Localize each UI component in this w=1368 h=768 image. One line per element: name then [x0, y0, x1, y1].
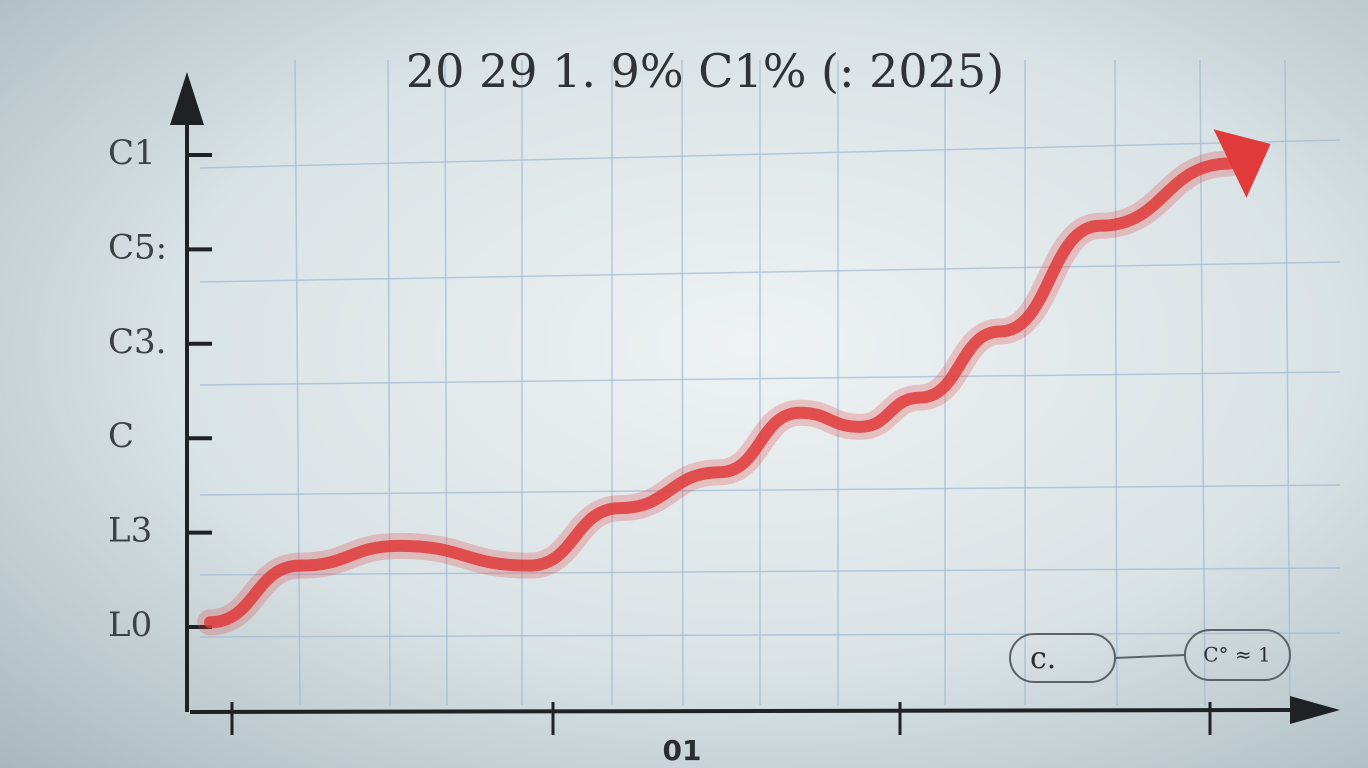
legend-box — [1184, 629, 1291, 681]
y-tick-label: C — [108, 416, 134, 456]
grid-line — [199, 632, 1341, 638]
y-tick-label: L3 — [108, 511, 152, 551]
x-axis-arrow — [1290, 696, 1340, 724]
grid-line — [199, 484, 1341, 496]
chart-title: 20 29 1. 9% C1% (: 2025) — [406, 44, 1004, 98]
grid-line — [294, 59, 301, 706]
line — [204, 157, 1236, 629]
grid-line — [199, 261, 1341, 283]
connector — [1114, 654, 1186, 659]
y-axis-arrow — [170, 72, 204, 125]
grid-line — [199, 139, 1341, 169]
annotation: c. — [1030, 641, 1056, 676]
grid-line — [199, 371, 1341, 386]
grid-line — [681, 59, 684, 706]
grid-line — [1114, 59, 1118, 706]
annotation: C° ≈ 1 — [1203, 643, 1271, 667]
grid-line — [199, 567, 1341, 576]
grid — [199, 59, 1341, 706]
x-axis — [189, 708, 1301, 714]
x-axis-label: 01 — [663, 734, 702, 767]
y-tick-label: L0 — [108, 605, 152, 645]
y-tick-label: C5: — [108, 227, 167, 267]
line-arrow — [1213, 129, 1271, 198]
y-tick-label: C3. — [108, 322, 166, 362]
y-tick-label: C1 — [108, 133, 156, 173]
grid-line — [1284, 59, 1291, 706]
